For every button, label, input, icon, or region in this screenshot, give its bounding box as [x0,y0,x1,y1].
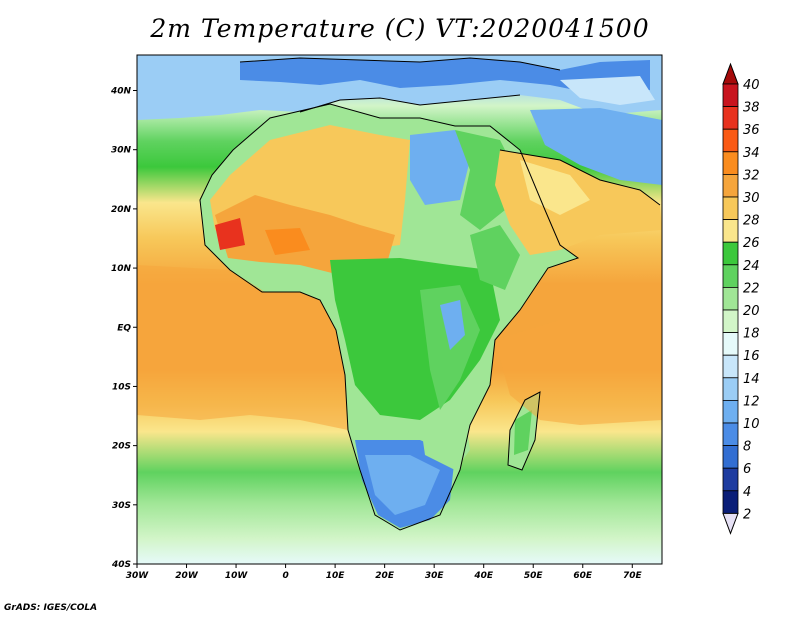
colorbar-swatch [722,332,739,356]
lon-tick-label: 20W [175,571,199,581]
colorbar-swatch [722,377,739,401]
colorbar-swatch [722,354,739,379]
colorbar-swatch [722,286,739,311]
map-title: 2m Temperature (C) VT:2020041500 [150,14,650,43]
colorbar-label: 20 [743,304,760,319]
colorbar-swatch [722,106,739,130]
colorbar-swatch [722,219,739,243]
colorbar-swatch [722,151,739,175]
colorbar-label: 2 [743,507,751,522]
lon-tick-label: 30W [126,571,150,581]
lat-tick-label: 40S [111,560,131,570]
colorbar-swatch [722,309,739,334]
lon-tick-label: 10W [225,571,249,581]
colorbar-swatch [722,173,739,198]
lon-tick-label: 60E [573,571,593,581]
axis-ticks: 30W 20W 10W 0 10E 20E 30E 40E 50E 60E 70E 40N 30N 20N… [110,87,643,581]
lat-tick-label: 10N [111,264,132,274]
colorbar-label: 28 [743,214,760,229]
colorbar-swatch [722,467,739,492]
colorbar-label: 40 [743,78,760,93]
colorbar-label: 16 [743,349,760,364]
lon-tick-label: 40E [473,571,494,581]
lon-tick-label: 70E [623,571,643,581]
coastlines [199,57,661,531]
colorbar-label: 24 [743,259,760,274]
plot-frame [136,54,663,565]
colorbar-swatch [722,128,739,153]
colorbar-label: 32 [743,168,760,183]
colorbar-label: 22 [743,281,760,296]
colorbar-swatch [722,196,739,221]
colorbar-label: 30 [743,191,760,206]
lat-tick-label: EQ [117,323,131,333]
colorbar-swatch [722,422,739,447]
colorbar-label: 38 [743,101,760,116]
lon-tick-label: 20E [375,571,395,581]
credit-text: GrADS: IGES/COLA [4,603,98,613]
lon-tick-label: 0 [282,571,288,581]
lon-tick-label: 10E [326,571,346,581]
lat-tick-label: 20S [112,442,131,452]
lon-tick-label: 50E [524,571,544,581]
colorbar-swatch [722,490,739,514]
colorbar-label: 10 [743,417,760,432]
colorbar-swatch [722,399,739,424]
temperature-field [137,55,662,564]
colorbar-label: 12 [743,394,760,409]
colorbar-swatch [722,264,739,288]
lat-tick-label: 30S [112,501,131,511]
lon-tick-label: 30E [425,571,445,581]
colorbar-label: 14 [743,372,760,387]
colorbar-swatch [722,445,739,469]
colorbar-swatch [722,83,739,108]
colorbar-label: 36 [743,123,760,138]
lat-tick-label: 40N [110,87,132,97]
colorbar-label: 6 [743,462,751,477]
colorbar-label: 4 [743,485,751,500]
lat-tick-label: 30N [111,146,132,156]
colorbar-top-arrow [722,62,739,85]
colorbar-label: 34 [743,146,760,161]
colorbar-swatch [722,241,739,266]
colorbar-bottom-arrow [722,512,739,535]
colorbar-label: 26 [743,236,760,251]
colorbar: 40 38 36 34 32 30 28 26 24 22 20 18 16 14 12 10 8 6 4 2 [722,62,760,535]
colorbar-label: 8 [743,440,751,455]
colorbar-label: 18 [743,327,760,342]
lat-tick-label: 10S [112,382,131,392]
lat-tick-label: 20N [111,205,132,215]
